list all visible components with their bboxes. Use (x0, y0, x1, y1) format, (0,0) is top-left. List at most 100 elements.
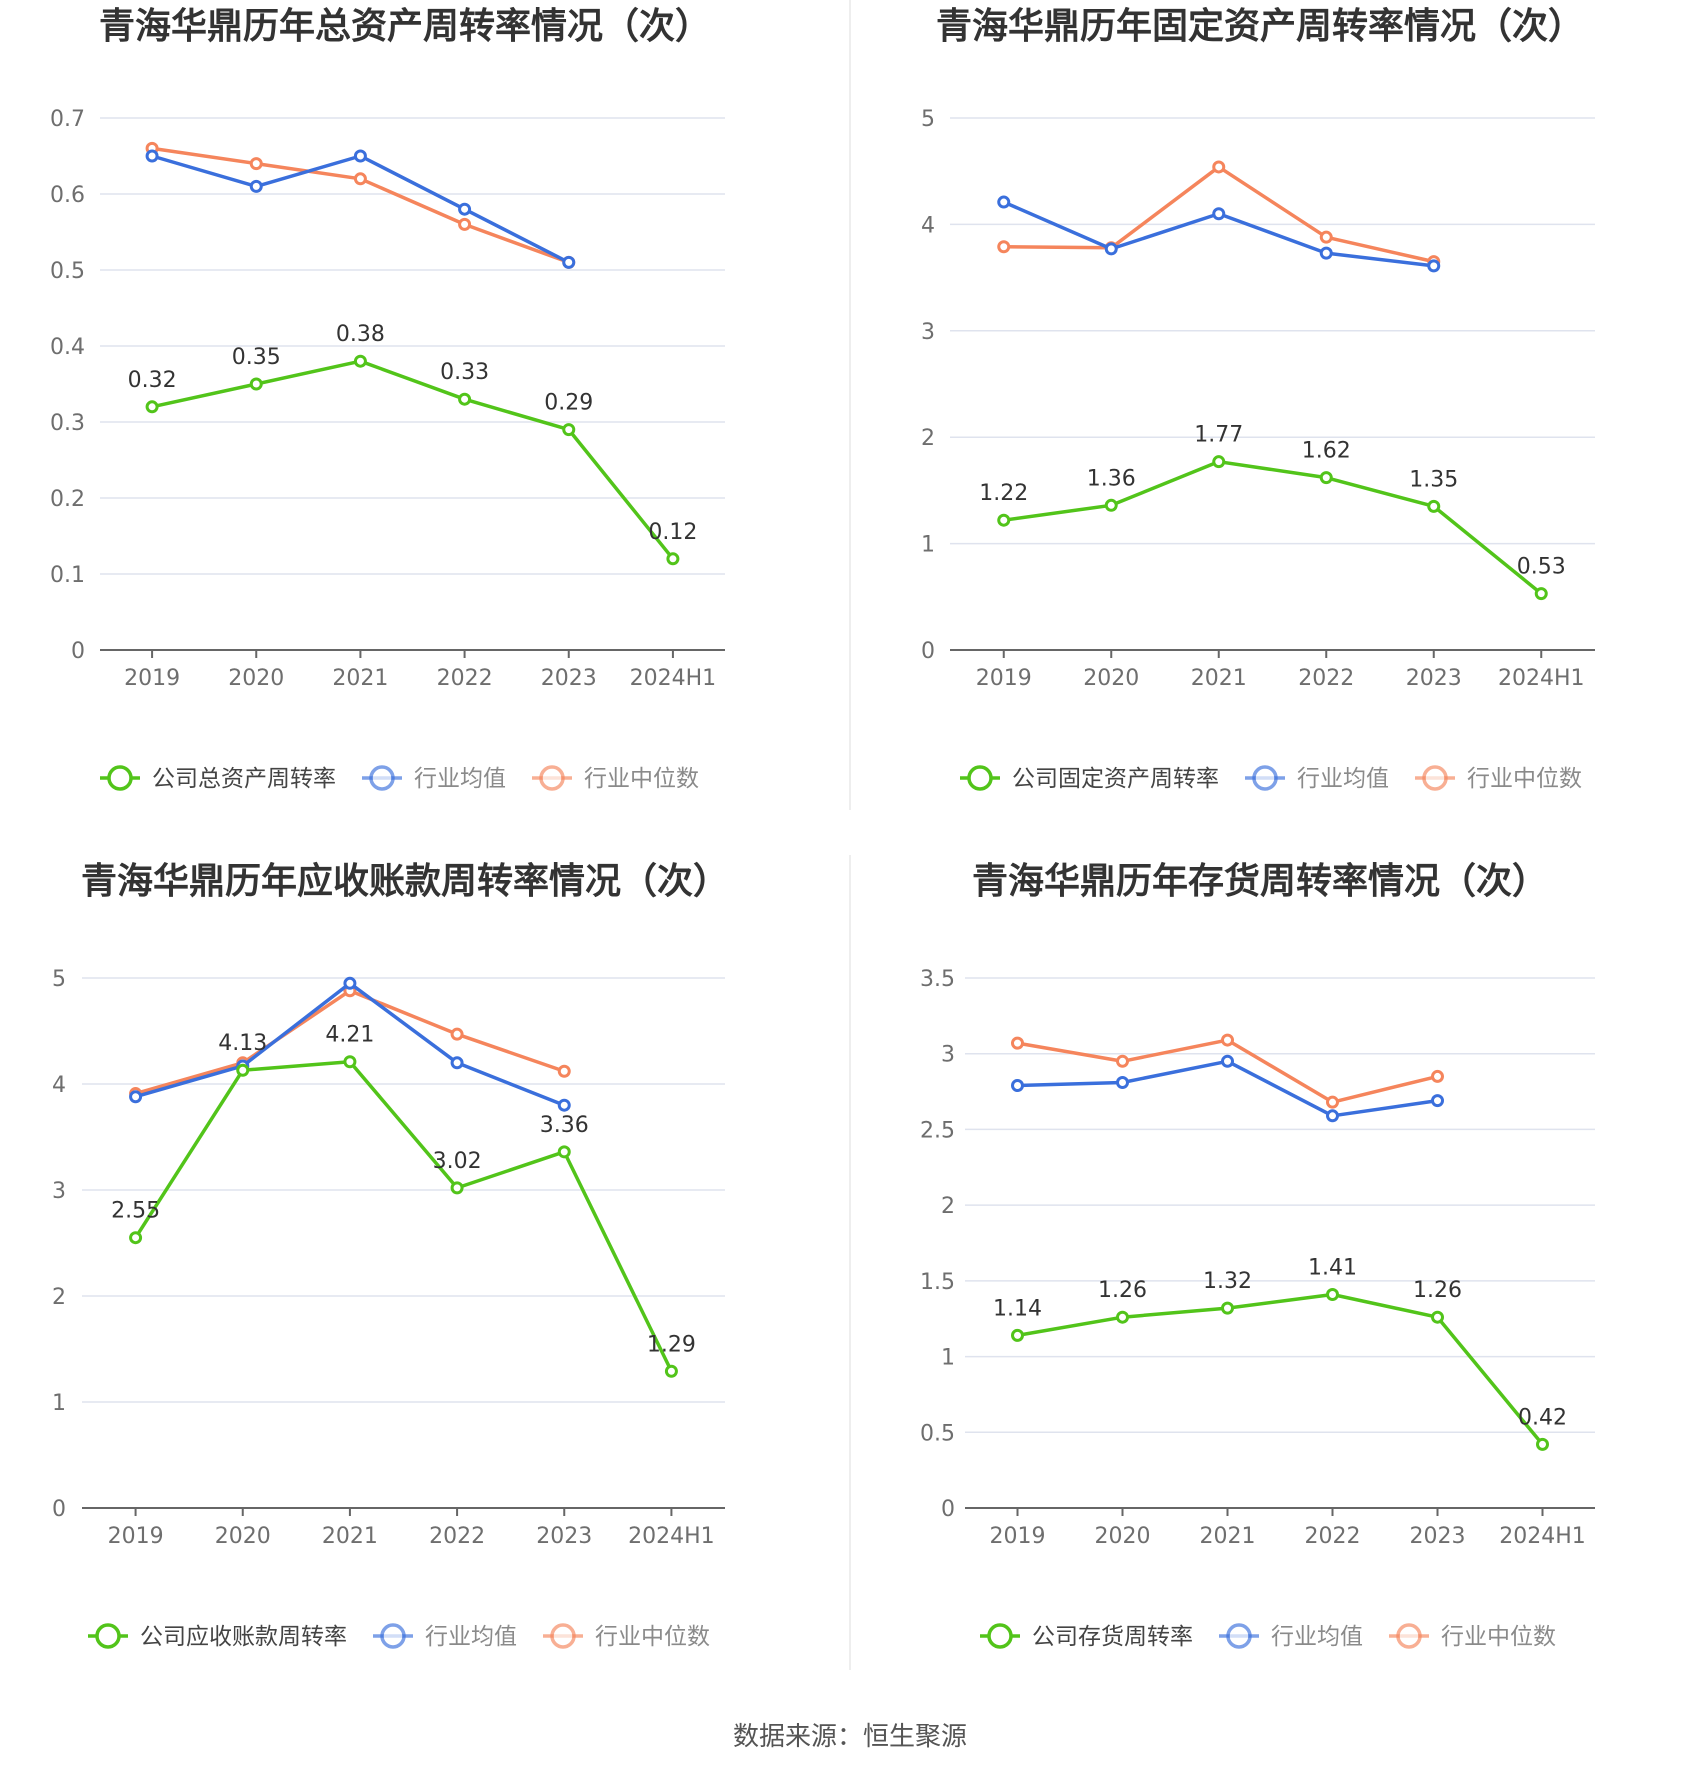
data-point-company[interactable] (145, 400, 159, 414)
data-point-average[interactable] (1431, 1094, 1444, 1108)
data-point-average[interactable] (450, 1056, 464, 1070)
data-point-company[interactable] (129, 1231, 143, 1245)
legend-item-company[interactable]: 公司应收账款周转率 (88, 1623, 347, 1650)
legend-marker-icon (1422, 765, 1448, 791)
data-point-median[interactable] (1011, 1036, 1024, 1050)
data-source: 数据来源：恒生聚源 (733, 1722, 967, 1752)
legend-item-company[interactable]: 公司存货周转率 (980, 1623, 1193, 1650)
data-point-company[interactable] (562, 423, 576, 437)
data-point-average[interactable] (458, 202, 472, 216)
data-point-company[interactable] (664, 1364, 678, 1378)
legend-label: 行业均值 (425, 1624, 517, 1650)
data-label: 0.42 (1518, 1405, 1567, 1430)
legend-label: 行业均值 (1297, 766, 1389, 792)
data-point-company[interactable] (557, 1145, 571, 1159)
data-point-company[interactable] (1431, 1310, 1444, 1324)
data-point-average[interactable] (1221, 1054, 1234, 1068)
data-label: 0.38 (336, 322, 385, 347)
data-point-median[interactable] (1326, 1095, 1339, 1109)
data-point-average[interactable] (1011, 1079, 1024, 1093)
legend-item-average[interactable]: 行业均值 (1219, 1623, 1363, 1650)
legend-item-average[interactable]: 行业均值 (362, 765, 506, 792)
legend-item-company[interactable]: 公司总资产周转率 (100, 765, 336, 792)
legend-item-median[interactable]: 行业中位数 (532, 765, 699, 792)
series-line-average (151, 154, 570, 264)
data-point-median[interactable] (458, 217, 472, 231)
data-point-average[interactable] (997, 195, 1011, 209)
data-point-average[interactable] (145, 149, 159, 163)
data-point-company[interactable] (353, 354, 367, 368)
x-tick-label: 2024H1 (1499, 1524, 1586, 1549)
data-point-median[interactable] (1212, 160, 1226, 174)
data-label: 1.41 (1308, 1255, 1357, 1280)
data-point-company[interactable] (666, 552, 680, 566)
series-line-company (134, 1059, 673, 1373)
data-point-company[interactable] (1534, 587, 1548, 601)
legend-label: 公司总资产周转率 (152, 766, 336, 792)
legend-marker-icon (987, 1623, 1013, 1649)
x-tick-label: 2019 (976, 666, 1032, 691)
data-point-average[interactable] (557, 1098, 571, 1112)
y-tick-label: 0.2 (50, 487, 85, 512)
x-tick-label: 2020 (1083, 666, 1139, 691)
data-point-average[interactable] (1116, 1075, 1129, 1089)
data-point-company[interactable] (1319, 471, 1333, 485)
data-point-average[interactable] (129, 1090, 143, 1104)
data-point-company[interactable] (1536, 1437, 1549, 1451)
x-tick-label: 2021 (322, 1524, 378, 1549)
data-point-median[interactable] (997, 240, 1011, 254)
data-point-company[interactable] (1427, 499, 1441, 513)
y-tick-label: 0 (52, 1497, 66, 1522)
chart-title: 青海华鼎历年存货周转率情况（次） (972, 861, 1548, 902)
legend-label: 行业中位数 (584, 766, 699, 792)
x-tick-label: 2023 (1410, 1524, 1466, 1549)
data-point-median[interactable] (450, 1027, 464, 1041)
data-label: 3.36 (540, 1113, 589, 1138)
legend-item-median[interactable]: 行业中位数 (543, 1623, 710, 1650)
data-point-company[interactable] (1011, 1328, 1024, 1342)
x-tick-label: 2020 (228, 666, 284, 691)
data-point-average[interactable] (1212, 207, 1226, 221)
data-point-median[interactable] (1221, 1033, 1234, 1047)
data-point-median[interactable] (1116, 1054, 1129, 1068)
data-point-average[interactable] (1104, 242, 1118, 256)
data-point-company[interactable] (249, 377, 263, 391)
data-point-average[interactable] (343, 976, 357, 990)
legend-item-average[interactable]: 行业均值 (373, 1623, 517, 1650)
series-line-company (151, 359, 675, 560)
chart-title: 青海华鼎历年总资产周转率情况（次） (99, 6, 711, 47)
legend-item-median[interactable]: 行业中位数 (1389, 1623, 1556, 1650)
legend-label: 行业中位数 (1441, 1624, 1556, 1650)
data-point-average[interactable] (353, 149, 367, 163)
data-point-median[interactable] (557, 1064, 571, 1078)
data-point-company[interactable] (1221, 1301, 1234, 1315)
data-point-average[interactable] (1427, 259, 1441, 273)
data-point-company[interactable] (343, 1055, 357, 1069)
data-point-median[interactable] (1319, 230, 1333, 244)
legend-item-company[interactable]: 公司固定资产周转率 (960, 765, 1219, 792)
y-tick-label: 4 (52, 1073, 66, 1098)
data-label: 3.02 (433, 1149, 482, 1174)
data-point-company[interactable] (997, 513, 1011, 527)
data-point-company[interactable] (1326, 1287, 1339, 1301)
data-point-company[interactable] (458, 392, 472, 406)
y-tick-label: 1.5 (920, 1270, 955, 1295)
data-point-company[interactable] (1212, 455, 1226, 469)
chart-panel-3: 青海华鼎历年应收账款周转率情况（次） 0 1 2 3 4 5 2019 2020 2021 2022… (52, 861, 729, 1650)
data-point-average[interactable] (1326, 1109, 1339, 1123)
data-point-company[interactable] (1104, 498, 1118, 512)
legend-marker-icon (550, 1623, 576, 1649)
data-point-average[interactable] (249, 179, 263, 193)
data-point-company[interactable] (1116, 1310, 1129, 1324)
legend-item-median[interactable]: 行业中位数 (1415, 765, 1582, 792)
y-tick-label: 0.6 (50, 183, 85, 208)
data-point-median[interactable] (1431, 1069, 1444, 1083)
y-tick-label: 0.1 (50, 563, 85, 588)
data-point-average[interactable] (1319, 246, 1333, 260)
data-point-company[interactable] (236, 1063, 250, 1077)
data-point-median[interactable] (249, 157, 263, 171)
data-point-company[interactable] (450, 1181, 464, 1195)
data-point-average[interactable] (562, 255, 576, 269)
legend-item-average[interactable]: 行业均值 (1245, 765, 1389, 792)
data-point-median[interactable] (353, 172, 367, 186)
